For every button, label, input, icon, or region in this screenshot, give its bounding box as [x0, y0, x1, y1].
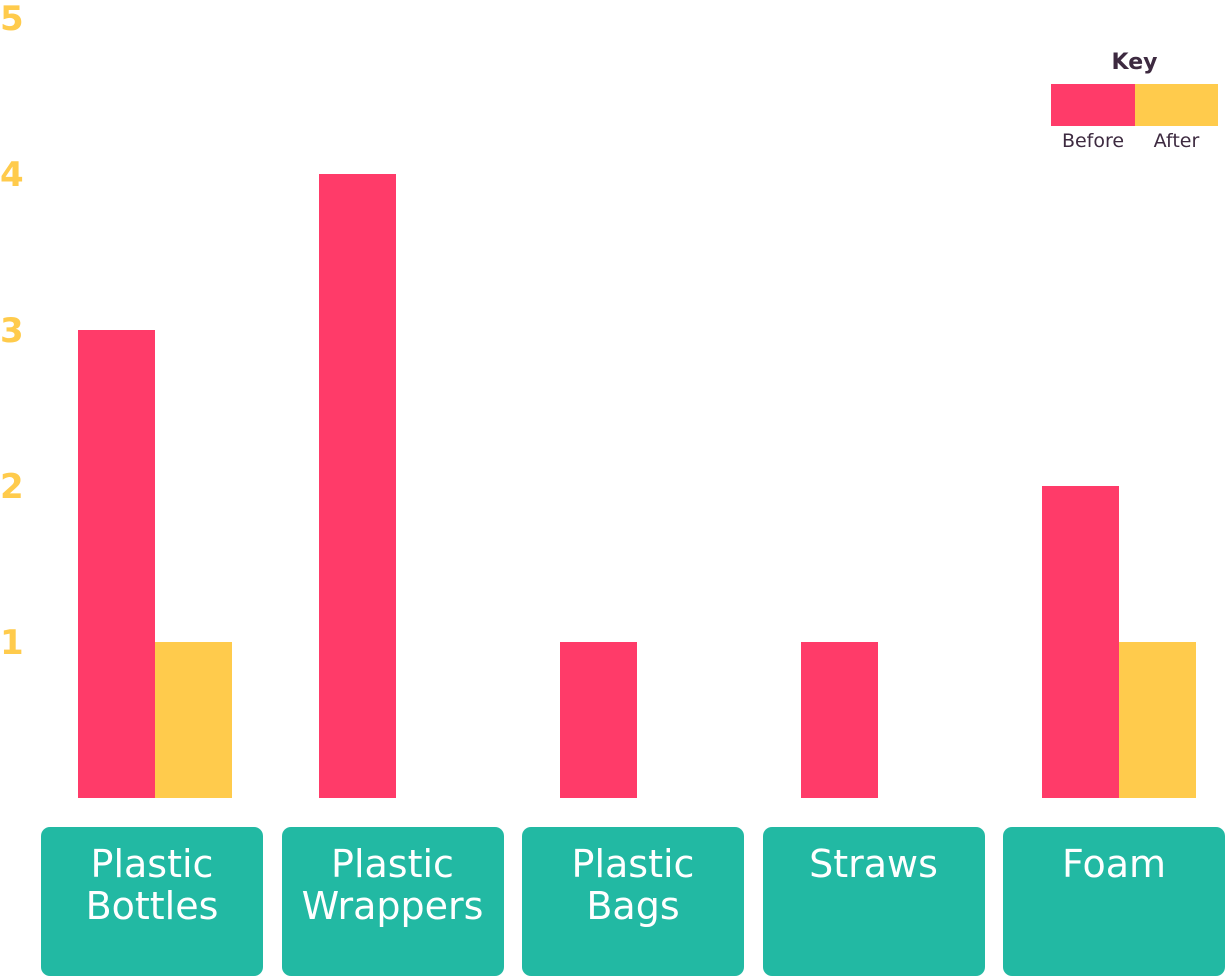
y-axis-ticks: 1 2 3 4 5 — [0, 0, 24, 663]
category-label: Foam — [1061, 842, 1167, 886]
bar-before-2 — [560, 642, 637, 798]
category-box: Straws — [762, 827, 985, 976]
category-label: Plastic Bags — [571, 842, 695, 928]
category-box: Plastic Bottles — [41, 827, 263, 976]
category-box: Plastic Bags — [522, 827, 744, 976]
y-tick-label: 1 — [0, 623, 24, 663]
legend-label-before: Before — [1061, 130, 1125, 152]
y-tick-label: 2 — [0, 467, 24, 507]
category-box: Foam — [1003, 827, 1225, 976]
bar-before-0 — [78, 330, 155, 798]
bar-after-0 — [155, 642, 232, 798]
bars — [78, 174, 1196, 798]
legend-swatch-before — [1051, 84, 1135, 126]
category-label: Plastic Bottles — [85, 842, 219, 928]
category-box: Plastic Wrappers — [281, 827, 504, 976]
legend-title: Key — [1111, 50, 1158, 75]
bar-after-4 — [1119, 642, 1196, 798]
legend-swatch-after — [1135, 84, 1218, 126]
bar-before-3 — [801, 642, 878, 798]
y-tick-label: 3 — [0, 311, 24, 351]
category-label: Straws — [809, 842, 938, 886]
y-tick-label: 4 — [0, 155, 24, 195]
bar-before-4 — [1042, 486, 1119, 798]
legend-label-after: After — [1153, 130, 1200, 152]
bar-before-1 — [319, 174, 396, 798]
category-label: Plastic Wrappers — [301, 842, 484, 928]
y-tick-label: 5 — [0, 0, 24, 39]
